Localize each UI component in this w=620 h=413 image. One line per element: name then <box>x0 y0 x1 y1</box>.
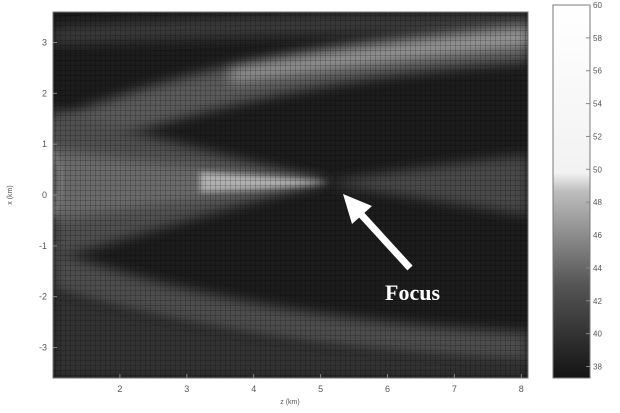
x-tick-label: 2 <box>117 384 122 394</box>
colorbar <box>553 5 590 378</box>
x-tick-label: 8 <box>519 384 524 394</box>
y-tick-label: 0 <box>42 190 47 200</box>
x-tick-label: 7 <box>452 384 457 394</box>
colorbar-tick-label: 54 <box>593 100 602 109</box>
colorbar-tick-label: 46 <box>593 231 602 240</box>
colorbar-tick-label: 48 <box>593 198 602 207</box>
heatmap <box>53 12 528 378</box>
colorbar-tick-label: 40 <box>593 330 602 339</box>
y-tick-label: 3 <box>42 38 47 48</box>
colorbar-tick-label: 42 <box>593 297 602 306</box>
colorbar-tick-label: 60 <box>593 1 602 10</box>
y-tick-label: -3 <box>39 343 47 353</box>
x-tick-label: 5 <box>318 384 323 394</box>
annotation: Focus <box>385 280 440 305</box>
colorbar-tick-label: 58 <box>593 34 602 43</box>
y-tick-label: 2 <box>42 88 47 98</box>
colorbar-tick-label: 52 <box>593 132 602 141</box>
y-tick-label: -1 <box>39 241 47 251</box>
y-tick-label: -2 <box>39 292 47 302</box>
x-tick-label: 6 <box>385 384 390 394</box>
chart: Focus z (km) x (km) 2345678-3-2-10123384… <box>0 0 620 408</box>
colorbar-tick-label: 50 <box>593 165 602 174</box>
colorbar-tick-label: 44 <box>593 264 602 273</box>
x-tick-label: 3 <box>184 384 189 394</box>
colorbar-tick-label: 56 <box>593 67 602 76</box>
x-tick-label: 4 <box>251 384 256 394</box>
colorbar-tick-label: 38 <box>593 362 602 371</box>
x-axis-label: z (km) <box>280 399 299 406</box>
y-tick-label: 1 <box>42 139 47 149</box>
y-axis-label: x (km) <box>7 185 14 204</box>
